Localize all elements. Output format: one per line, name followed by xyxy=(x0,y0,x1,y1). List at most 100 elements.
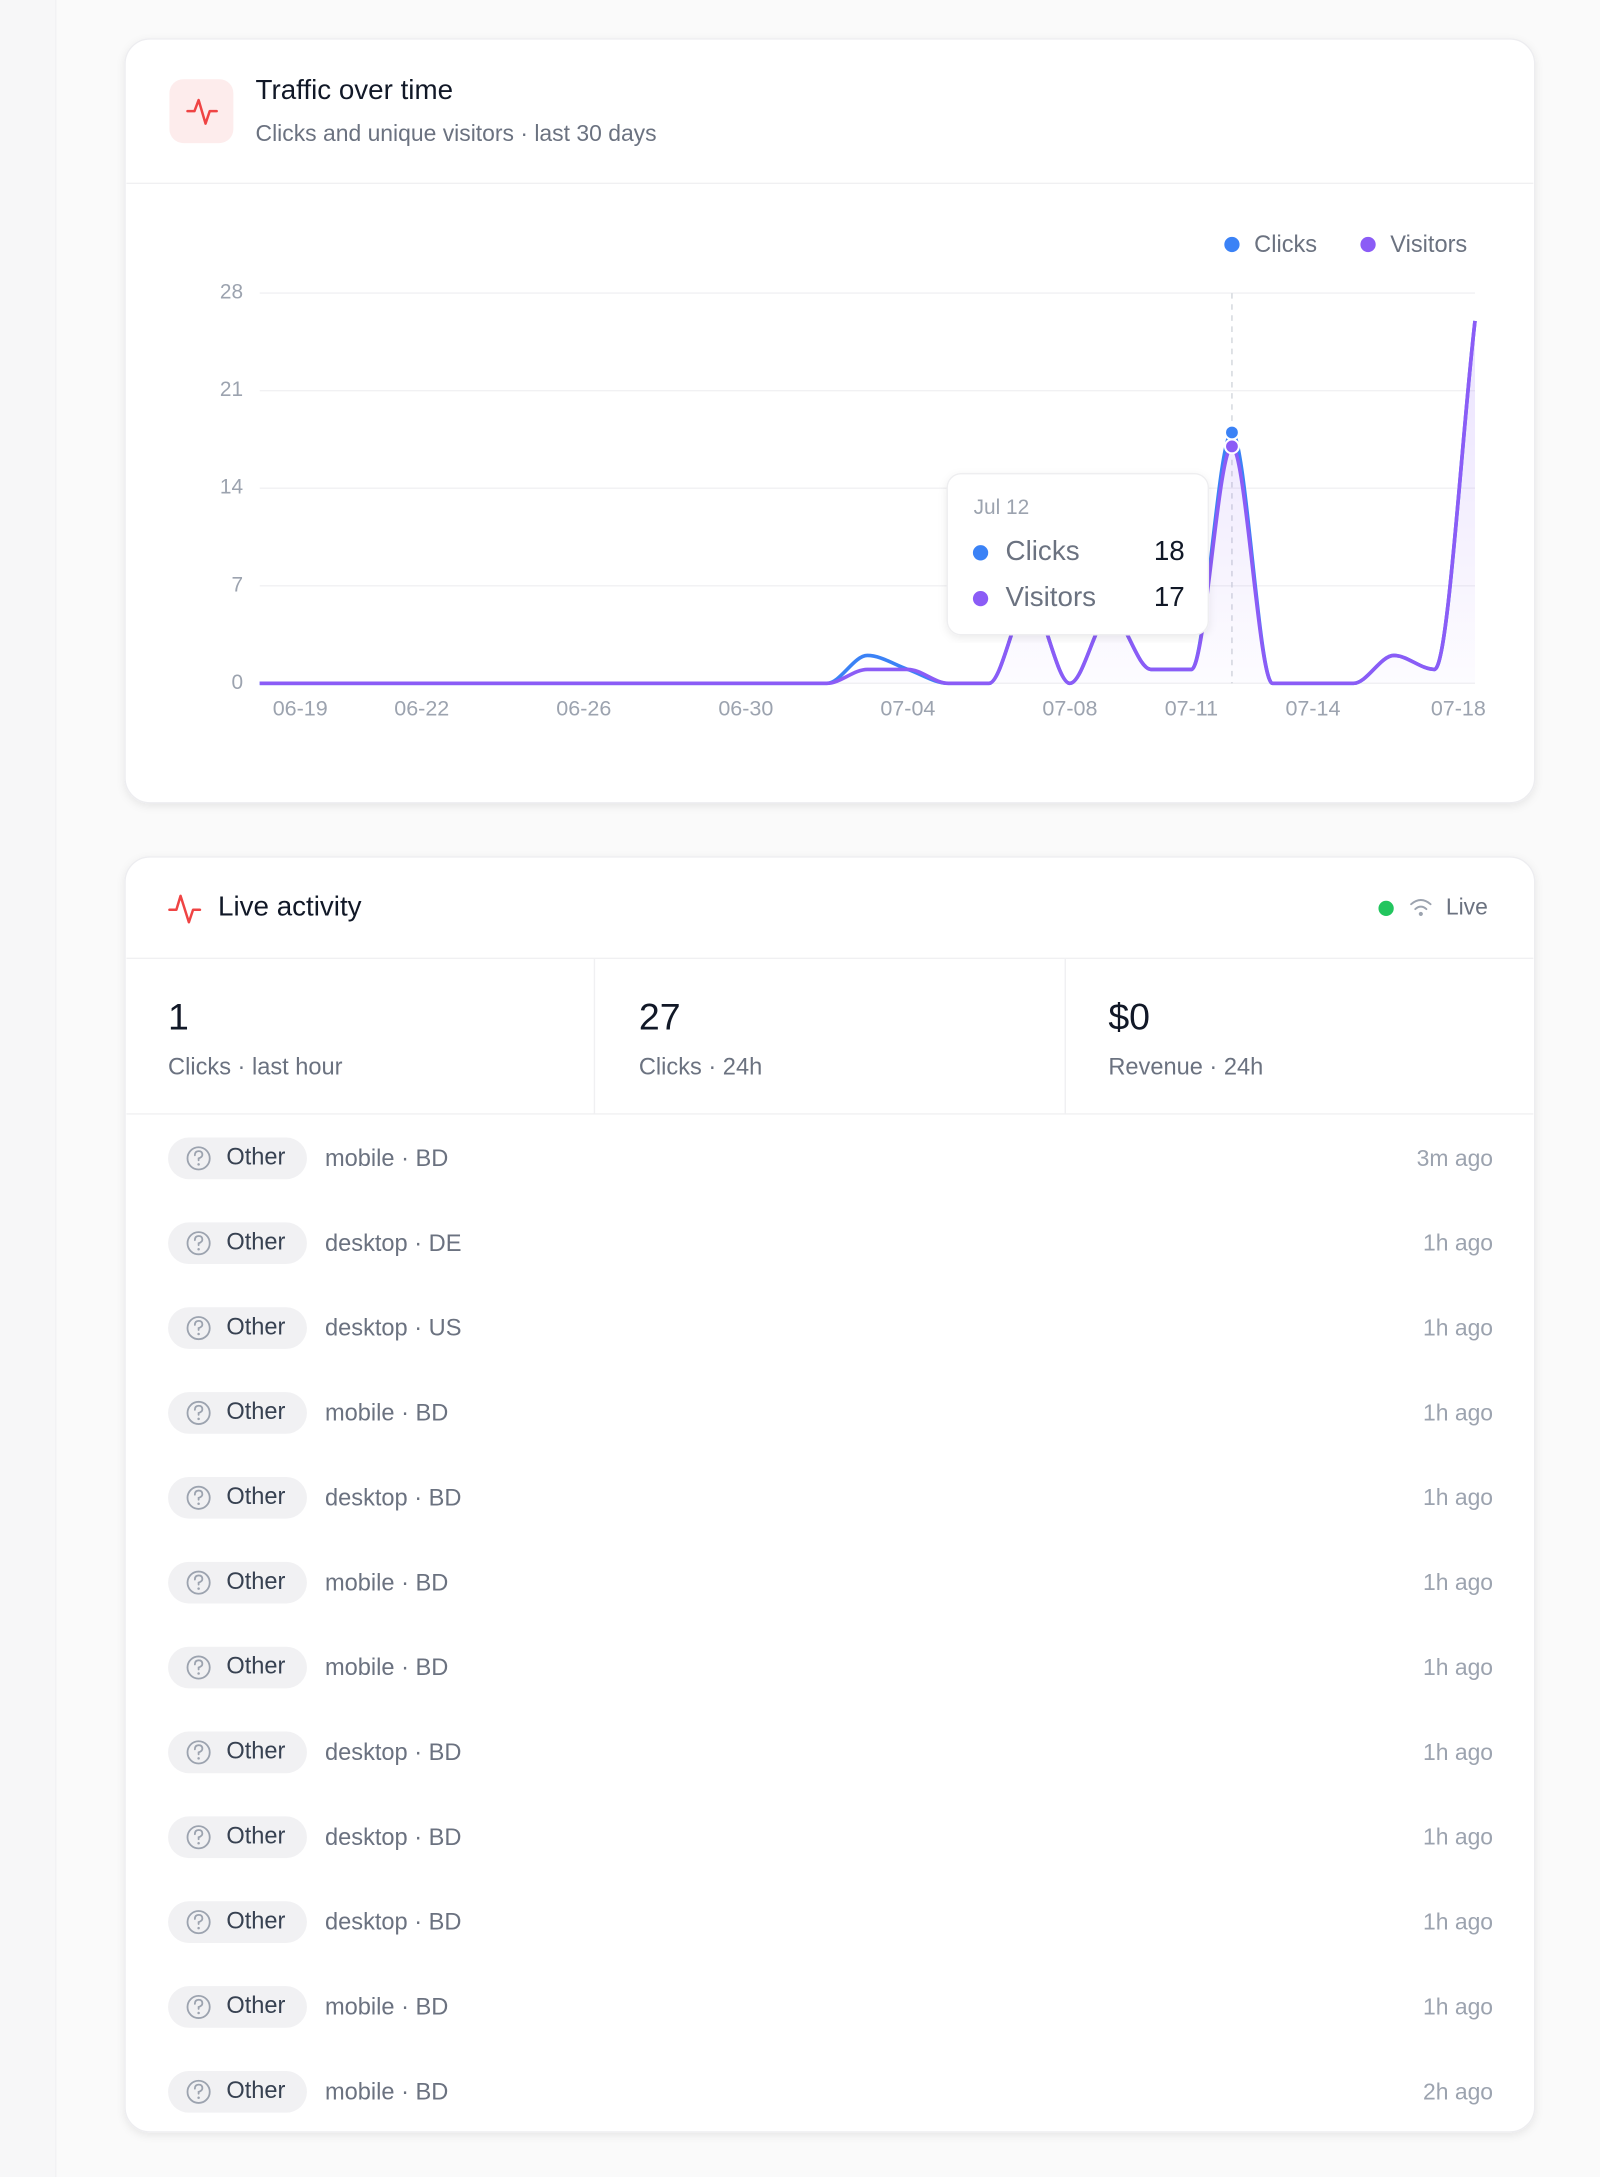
live-status: Live xyxy=(1446,893,1488,919)
question-icon xyxy=(197,1502,200,1506)
legend-label: Clicks xyxy=(1254,232,1317,258)
hover-point xyxy=(1223,424,1240,441)
hover-point xyxy=(1223,438,1240,455)
wifi-icon xyxy=(1410,899,1432,917)
question-icon xyxy=(197,1247,200,1251)
stat-label: Revenue · 24h xyxy=(1108,1054,1263,1080)
question-icon xyxy=(197,1757,200,1760)
question-icon xyxy=(197,1672,200,1675)
browser-name: Other xyxy=(226,1823,285,1849)
traffic-card xyxy=(124,38,1536,804)
question-icon xyxy=(197,1926,200,1930)
browser-name: Other xyxy=(226,1654,285,1680)
question-icon xyxy=(186,1740,211,1765)
browser-name: Other xyxy=(226,1145,285,1171)
row-meta: desktop · DE xyxy=(325,1231,461,1257)
pulse-icon xyxy=(186,98,218,125)
browser-name: Other xyxy=(226,1399,285,1425)
x-tick-label: 07-18 xyxy=(1431,696,1486,720)
card-title: Traffic over time xyxy=(256,74,454,105)
row-meta: mobile · BD xyxy=(325,1401,448,1427)
tooltip xyxy=(946,472,1210,636)
row-time: 1h ago xyxy=(1423,1230,1493,1256)
pulse-icon xyxy=(168,894,202,924)
chart: 0 7 14 21 28 06-19 06-22 06-26 06-30 07-04 07-08 07… xyxy=(220,232,1486,720)
browser-name: Other xyxy=(226,1484,285,1510)
question-icon xyxy=(186,1231,211,1256)
question-icon xyxy=(193,1574,204,1586)
question-icon xyxy=(197,2011,200,2015)
question-icon xyxy=(193,1913,204,1925)
stat-value: 27 xyxy=(639,995,681,1037)
question-icon xyxy=(186,1655,211,1680)
row-time: 1h ago xyxy=(1423,1909,1493,1935)
x-tick-label: 06-19 xyxy=(273,696,328,720)
card-subtitle: Clicks and unique visitors · last 30 day… xyxy=(256,120,657,146)
tooltip-name: Visitors xyxy=(1006,581,1097,612)
y-tick-label: 14 xyxy=(220,476,243,499)
question-icon xyxy=(186,1485,211,1510)
tooltip-dot xyxy=(972,591,989,607)
line xyxy=(259,320,1477,686)
row-meta: mobile · BD xyxy=(325,1655,448,1681)
y-tick-label: 0 xyxy=(231,671,243,694)
row-meta: mobile · BD xyxy=(325,1995,448,2021)
question-icon xyxy=(197,1587,200,1590)
question-icon xyxy=(193,1829,204,1841)
question-icon xyxy=(193,1998,204,2010)
browser-name: Other xyxy=(226,1908,285,1934)
question-icon xyxy=(197,1332,200,1336)
browser-name: Other xyxy=(226,1739,285,1765)
browser-name: Other xyxy=(226,1229,285,1255)
row-meta: desktop · US xyxy=(325,1316,461,1342)
row-meta: mobile · BD xyxy=(325,1146,448,1172)
question-icon xyxy=(193,1404,204,1416)
question-icon xyxy=(186,1910,211,1935)
row-time: 1h ago xyxy=(1423,1315,1493,1341)
stat-value: 1 xyxy=(168,995,189,1037)
tooltip-value: 18 xyxy=(1154,535,1185,566)
row-time: 1h ago xyxy=(1423,1993,1493,2019)
row-meta: desktop · BD xyxy=(325,1485,461,1511)
x-tick-label: 07-14 xyxy=(1285,696,1340,720)
question-icon xyxy=(186,1400,211,1425)
x-tick-label: 07-04 xyxy=(880,696,935,720)
row-meta: desktop · BD xyxy=(325,1740,461,1766)
legend-dot xyxy=(1224,236,1240,253)
question-icon xyxy=(186,1570,211,1595)
row-time: 1h ago xyxy=(1423,1484,1493,1510)
question-icon xyxy=(186,1825,211,1850)
area xyxy=(259,320,1476,684)
row-time: 1h ago xyxy=(1423,1569,1493,1595)
browser-name: Other xyxy=(226,2078,285,2104)
question-icon xyxy=(197,1163,200,1166)
question-icon xyxy=(197,2096,200,2100)
tooltip-dot xyxy=(972,545,989,561)
question-icon xyxy=(193,1319,204,1331)
question-icon xyxy=(186,1146,211,1171)
row-meta: mobile · BD xyxy=(325,1570,448,1596)
row-time: 1h ago xyxy=(1423,1739,1493,1765)
row-time: 3m ago xyxy=(1417,1145,1493,1171)
legend-dot xyxy=(1360,236,1376,253)
stat-label: Clicks · 24h xyxy=(639,1054,762,1080)
browser-name: Other xyxy=(226,1569,285,1595)
y-tick-label: 21 xyxy=(220,378,243,401)
y-tick-label: 28 xyxy=(220,281,243,304)
row-meta: desktop · BD xyxy=(325,1825,461,1851)
tooltip-name: Clicks xyxy=(1006,535,1080,566)
question-icon xyxy=(186,1316,211,1341)
x-tick-label: 06-30 xyxy=(718,696,773,720)
row-time: 1h ago xyxy=(1423,1824,1493,1850)
y-tick-label: 7 xyxy=(231,573,243,596)
question-icon xyxy=(193,1659,204,1671)
browser-name: Other xyxy=(226,1314,285,1340)
legend-label: Visitors xyxy=(1390,232,1467,258)
card-title: Live activity xyxy=(218,891,362,922)
question-icon xyxy=(193,2083,204,2095)
question-icon xyxy=(197,1841,200,1845)
live-card xyxy=(124,856,1536,2133)
question-icon xyxy=(193,1150,204,1162)
